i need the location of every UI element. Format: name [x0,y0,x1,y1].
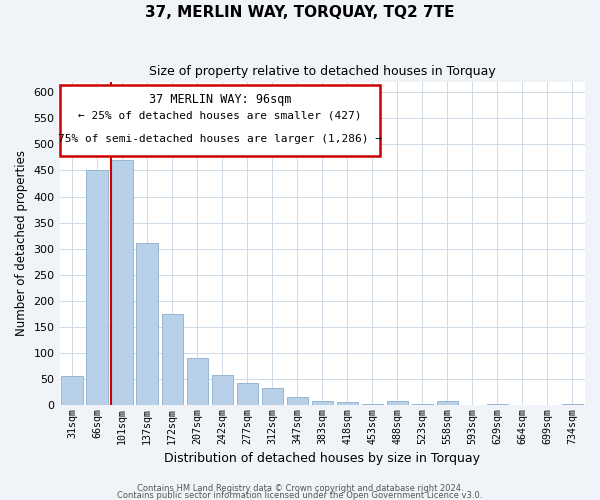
Bar [412,404,433,405]
Title: Size of property relative to detached houses in Torquay: Size of property relative to detached ho… [149,65,496,78]
Bar [187,358,208,405]
Text: Contains public sector information licensed under the Open Government Licence v3: Contains public sector information licen… [118,492,482,500]
Text: Contains HM Land Registry data © Crown copyright and database right 2024.: Contains HM Land Registry data © Crown c… [137,484,463,493]
Bar [362,404,383,405]
Text: 37, MERLIN WAY, TORQUAY, TQ2 7TE: 37, MERLIN WAY, TORQUAY, TQ2 7TE [145,5,455,20]
Bar [262,388,283,405]
Bar [562,404,583,405]
Bar [236,383,258,405]
Bar [136,244,158,405]
Y-axis label: Number of detached properties: Number of detached properties [15,150,28,336]
Text: ← 25% of detached houses are smaller (427): ← 25% of detached houses are smaller (42… [78,110,362,120]
Bar [86,170,108,405]
Bar [387,401,408,405]
Bar [287,397,308,405]
Bar [61,376,83,405]
FancyBboxPatch shape [59,85,380,156]
Bar [337,402,358,405]
Bar [212,374,233,405]
Bar [437,401,458,405]
X-axis label: Distribution of detached houses by size in Torquay: Distribution of detached houses by size … [164,452,480,465]
Bar [487,404,508,405]
Text: 75% of semi-detached houses are larger (1,286) →: 75% of semi-detached houses are larger (… [58,134,382,144]
Bar [311,401,333,405]
Bar [161,314,183,405]
Text: 37 MERLIN WAY: 96sqm: 37 MERLIN WAY: 96sqm [149,93,291,106]
Bar [112,160,133,405]
